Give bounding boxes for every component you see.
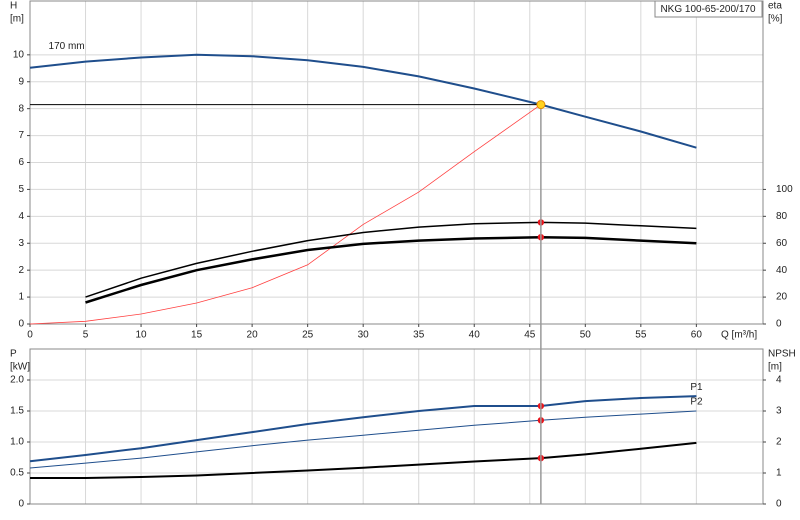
y-tick-label: 5: [18, 184, 24, 195]
curve: [29, 410, 697, 469]
y2-tick-label: 100: [776, 184, 793, 195]
y2-axis-label: eta: [768, 1, 782, 12]
y2-axis-label: [%]: [768, 14, 783, 25]
y-tick-label: 2: [18, 265, 24, 276]
y-tick-label: 4: [18, 211, 24, 222]
y2-tick-label: 0: [776, 499, 782, 510]
y-tick-label: 1.5: [10, 406, 24, 417]
x-tick-label: 30: [358, 330, 370, 341]
x-tick-label: 35: [413, 330, 425, 341]
x-tick-label: 25: [302, 330, 314, 341]
y2-tick-label: 2: [776, 437, 782, 448]
y2-tick-label: 1: [776, 468, 782, 479]
y-tick-label: 8: [18, 103, 24, 114]
y-tick-label: 7: [18, 130, 24, 141]
curve: [30, 441, 697, 479]
y2-tick-label: 3: [776, 406, 782, 417]
chart-title: NKG 100-65-200/170: [660, 4, 756, 15]
x-tick-label: 5: [83, 330, 89, 341]
x-tick-label: 50: [580, 330, 592, 341]
y-tick-label: 9: [18, 76, 24, 87]
curve: [29, 395, 697, 463]
y2-tick-label: 60: [776, 238, 788, 249]
series-label: 170 mm: [49, 41, 85, 52]
x-tick-label: 15: [191, 330, 203, 341]
x-tick-label: 40: [469, 330, 481, 341]
curve: [85, 235, 697, 304]
x-tick-label: 0: [27, 330, 33, 341]
y2-tick-label: 4: [776, 375, 782, 386]
y-tick-label: 0.5: [10, 468, 24, 479]
y-tick-label: 1: [18, 292, 24, 303]
curve: [29, 104, 542, 325]
y-axis-label: P: [10, 349, 17, 360]
y-axis-label: [kW]: [10, 362, 30, 373]
y2-tick-label: 80: [776, 211, 788, 222]
x-tick-label: 60: [691, 330, 703, 341]
y-tick-label: 0: [18, 319, 24, 330]
y-tick-label: 10: [13, 49, 25, 60]
plot-frame: [29, 348, 764, 505]
y-tick-label: 2.0: [10, 375, 24, 386]
x-axis-label: Q [m³/h]: [721, 330, 757, 341]
x-tick-label: 55: [635, 330, 647, 341]
x-tick-label: 20: [247, 330, 259, 341]
operating-point: [536, 100, 546, 110]
y-tick-label: 0: [18, 499, 24, 510]
y-tick-label: 6: [18, 157, 24, 168]
y-tick-label: 3: [18, 238, 24, 249]
series-label: P2: [690, 397, 703, 408]
y-axis-label: [m]: [10, 14, 24, 25]
y2-tick-label: 0: [776, 319, 782, 330]
y-tick-label: 1.0: [10, 437, 24, 448]
x-tick-label: 45: [524, 330, 536, 341]
curve: [85, 221, 697, 298]
y2-axis-label: [m]: [768, 362, 782, 373]
y2-axis-label: NPSH: [768, 349, 796, 360]
y2-tick-label: 40: [776, 265, 788, 276]
x-tick-label: 10: [135, 330, 147, 341]
title-box: [654, 0, 763, 18]
series-label: P1: [690, 382, 703, 393]
y2-tick-label: 20: [776, 292, 788, 303]
curve: [29, 53, 697, 149]
y-axis-label: H: [10, 1, 17, 12]
